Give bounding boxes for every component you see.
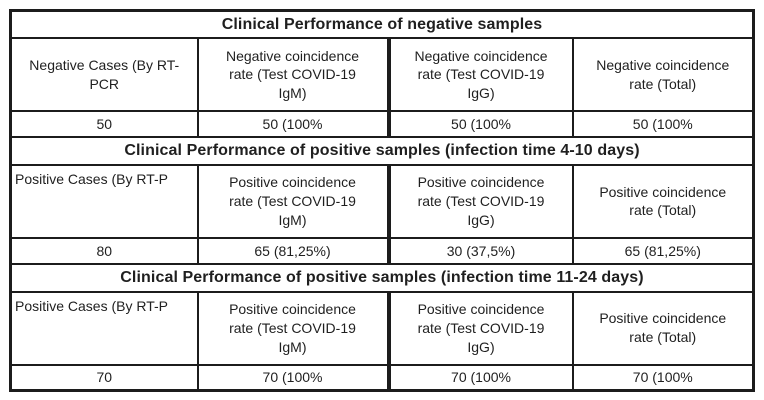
value-negative-igm: 50 (100% (196, 110, 390, 139)
value-positive-igg-11-24: 70 (100% (386, 363, 574, 392)
header-negative-igg: Negative coincidence rate (Test COVID-19… (386, 37, 574, 113)
clinical-performance-table: Clinical Performance of negative samples… (9, 9, 755, 392)
value-negative-igg: 50 (100% (386, 110, 574, 139)
header-negative-cases: Negative Cases (By RT- PCR (9, 37, 199, 113)
header-positive-cases-4-10: Positive Cases (By RT-P (9, 163, 199, 240)
value-positive-igm-11-24: 70 (100% (196, 363, 390, 392)
header-positive-total-11-24: Positive coincidence rate (Total) (571, 290, 755, 366)
section-title-positive-11-24: Clinical Performance of positive samples… (9, 262, 755, 293)
value-positive-igg-4-10: 30 (37,5%) (386, 237, 574, 265)
header-positive-igm-4-10: Positive coincidence rate (Test COVID-19… (196, 163, 390, 240)
section-title-positive-4-10: Clinical Performance of positive samples… (9, 136, 755, 166)
value-positive-total-4-10: 65 (81,25%) (571, 237, 755, 265)
value-negative-total: 50 (100% (571, 110, 755, 139)
header-positive-cases-11-24: Positive Cases (By RT-P (9, 290, 199, 366)
value-positive-igm-4-10: 65 (81,25%) (196, 237, 390, 265)
header-positive-igg-4-10: Positive coincidence rate (Test COVID-19… (386, 163, 574, 240)
header-positive-igg-11-24: Positive coincidence rate (Test COVID-19… (386, 290, 574, 366)
value-positive-total-11-24: 70 (100% (571, 363, 755, 392)
header-positive-igm-11-24: Positive coincidence rate (Test COVID-19… (196, 290, 390, 366)
header-positive-total-4-10: Positive coincidence rate (Total) (571, 163, 755, 240)
section-title-negative: Clinical Performance of negative samples (9, 9, 755, 40)
header-negative-igm: Negative coincidence rate (Test COVID-19… (196, 37, 390, 113)
value-positive-cases-11-24: 70 (9, 363, 199, 392)
value-positive-cases-4-10: 80 (9, 237, 199, 265)
value-negative-cases: 50 (9, 110, 199, 139)
header-negative-total: Negative coincidence rate (Total) (571, 37, 755, 113)
